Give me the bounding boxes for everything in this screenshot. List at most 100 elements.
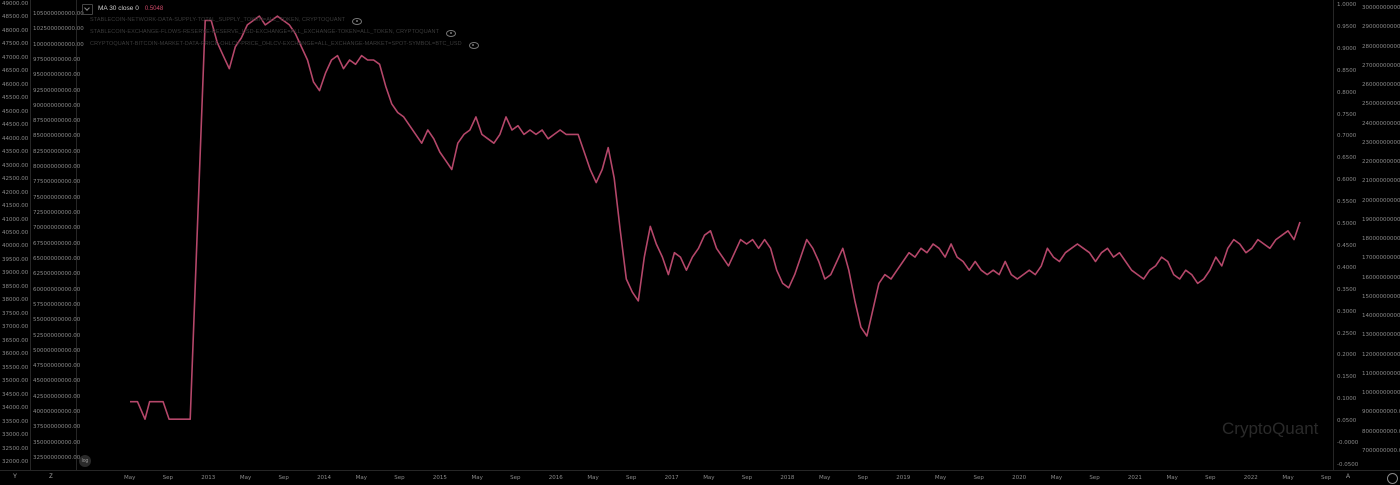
y_right2_ticks-tick-label: 21000000000.00 bbox=[1362, 178, 1400, 185]
y-axis-button[interactable]: Y bbox=[12, 474, 17, 480]
y_right1_ticks-tick-label: 0.2000 bbox=[1337, 352, 1357, 359]
legend-series-label: STABLECOIN-NETWORK-DATA-SUPPLY-TOTAL_SUP… bbox=[90, 17, 346, 24]
y_right1_ticks-tick-label: 0.1000 bbox=[1337, 396, 1357, 403]
x-tick-label: Sep bbox=[510, 475, 521, 481]
y_left2_ticks-tick-label: 55000000000.00 bbox=[33, 317, 81, 324]
series-line bbox=[130, 15, 1301, 420]
x-tick-label: Sep bbox=[1205, 475, 1216, 481]
y_left2_ticks-tick-label: 52500000000.00 bbox=[33, 332, 81, 339]
y_right1_ticks-tick-label: 0.5000 bbox=[1337, 221, 1357, 228]
watermark: CryptoQuant bbox=[1222, 419, 1319, 438]
y_left2_ticks-tick-label: 95000000000.00 bbox=[33, 72, 81, 79]
y_right2_ticks-tick-label: 27000000000.00 bbox=[1362, 62, 1400, 69]
y_left1_ticks-tick-label: 41500.00 bbox=[2, 203, 29, 210]
auto-scale-button[interactable]: A bbox=[1345, 474, 1350, 480]
y_left1_ticks-tick-label: 34000.00 bbox=[2, 405, 29, 412]
y_right1_ticks-tick-label: 0.8500 bbox=[1337, 67, 1357, 74]
y_left1_ticks-tick-label: 46000.00 bbox=[2, 81, 29, 88]
y_left1_ticks-tick-label: 35500.00 bbox=[2, 364, 29, 371]
y_right1_ticks-tick-label: 0.0500 bbox=[1337, 418, 1357, 425]
y_right1_ticks-tick-label: 0.9500 bbox=[1337, 23, 1357, 30]
y_left1_ticks-tick-label: 33500.00 bbox=[2, 418, 29, 425]
legend-row-main: MA 30 close 0 0.5048 bbox=[82, 3, 479, 15]
x-tick-label: May bbox=[703, 475, 715, 481]
y_right2_ticks-tick-label: 23000000000.00 bbox=[1362, 139, 1400, 146]
legend-row-supply: STABLECOIN-NETWORK-DATA-SUPPLY-TOTAL_SUP… bbox=[90, 15, 479, 27]
x-tick-label: Sep bbox=[162, 475, 173, 481]
y_left2_ticks-tick-label: 80000000000.00 bbox=[33, 164, 81, 171]
y_left2_ticks-tick-label: 105000000000.00 bbox=[33, 11, 84, 17]
eye-icon[interactable] bbox=[446, 29, 457, 37]
y_left1_ticks-tick-label: 44000.00 bbox=[2, 135, 29, 142]
scale-toggle-button[interactable]: log bbox=[79, 455, 91, 467]
y_left1_ticks-tick-label: 48000.00 bbox=[2, 27, 29, 34]
y_left1_ticks-tick-label: 33000.00 bbox=[2, 432, 29, 439]
settings-icon[interactable] bbox=[1387, 473, 1398, 484]
y_left1_ticks-tick-label: 41000.00 bbox=[2, 216, 29, 223]
y_left2_ticks-tick-label: 40000000000.00 bbox=[33, 409, 81, 416]
line-chart bbox=[130, 15, 1301, 420]
y_left2_ticks-tick-label: 82500000000.00 bbox=[33, 148, 81, 155]
y_left1_ticks-tick-label: 40500.00 bbox=[2, 230, 29, 236]
y_left2_ticks-tick-label: 60000000000.00 bbox=[33, 286, 81, 293]
y_right2_ticks-tick-label: 18000000000.00 bbox=[1362, 236, 1400, 243]
y_right1_ticks-tick-label: 0.8000 bbox=[1337, 89, 1357, 96]
x-tick-label: May bbox=[934, 475, 947, 481]
eye-icon[interactable] bbox=[352, 17, 363, 25]
y_left2_ticks-tick-label: 67500000000.00 bbox=[33, 240, 81, 247]
legend-row-price: CRYPTOQUANT-BITCOIN-MARKET-DATA-PRICE-OH… bbox=[90, 39, 479, 51]
y_left2_ticks-tick-label: 75000000000.00 bbox=[33, 194, 81, 201]
x-tick-label: Sep bbox=[625, 475, 637, 481]
time-axis[interactable]: Y Z A May Sep 2013 May Sep 2014 May Sep 2015 May S… bbox=[0, 470, 1400, 485]
x-tick-label: Sep bbox=[741, 475, 753, 481]
x-tick-label: May bbox=[124, 475, 136, 481]
y_left1_ticks-tick-label: 49000.00 bbox=[2, 1, 29, 7]
y_right2_ticks-tick-label: 29000000000.00 bbox=[1362, 24, 1400, 31]
y_right1_ticks-tick-label: -0.0000 bbox=[1337, 440, 1359, 447]
y_right1_ticks-tick-label: 0.3000 bbox=[1337, 308, 1357, 315]
y_right1_ticks-tick-label: 0.6000 bbox=[1337, 177, 1357, 184]
y_left2_ticks-tick-label: 77500000000.00 bbox=[33, 179, 81, 186]
right-ratio-axis[interactable]: 1.0000 0.9500 0.9000 0.8500 0.8000 0.7500 0.70… bbox=[1333, 0, 1360, 470]
eye-icon[interactable] bbox=[468, 41, 479, 49]
y_right2_ticks-tick-label: 8000000000.00 bbox=[1362, 428, 1400, 435]
y_right2_ticks-tick-label: 25000000000.00 bbox=[1362, 101, 1400, 108]
y_left1_ticks-tick-label: 44500.00 bbox=[2, 122, 29, 129]
x-tick-label: 2022 bbox=[1243, 475, 1258, 481]
x-tick-label: Sep bbox=[394, 475, 405, 481]
y_right1_ticks-tick-label: 0.3500 bbox=[1337, 286, 1357, 293]
y_right2_ticks-tick-label: 14000000000.00 bbox=[1362, 313, 1400, 320]
y_left2_ticks-tick-label: 87500000000.00 bbox=[33, 118, 81, 125]
y_left1_ticks-tick-label: 34500.00 bbox=[2, 391, 29, 398]
y_right2_ticks-tick-label: 26000000000.00 bbox=[1362, 82, 1400, 89]
y_left1_ticks-tick-label: 43500.00 bbox=[2, 149, 29, 156]
z-axis-button[interactable]: Z bbox=[49, 474, 53, 480]
x-tick-label: 2013 bbox=[201, 475, 216, 481]
y_left1_ticks-tick-label: 47500.00 bbox=[2, 41, 29, 48]
y_right2_ticks-tick-label: 16000000000.00 bbox=[1362, 274, 1400, 281]
y_left1_ticks-tick-label: 42000.00 bbox=[2, 189, 29, 196]
x-tick-label: May bbox=[1282, 475, 1294, 481]
x-tick-label: May bbox=[819, 475, 831, 481]
right-supply-axis[interactable]: 30000000000.00 29000000000.00 28000000000.… bbox=[1359, 0, 1400, 470]
x-tick-label: May bbox=[355, 475, 368, 481]
left-reserve-axis[interactable]: 105000000000.00 102500000000.00 1000000000… bbox=[31, 0, 84, 470]
y_right1_ticks-tick-label: 1.0000 bbox=[1337, 2, 1357, 8]
y_left2_ticks-tick-label: 72500000000.00 bbox=[33, 210, 81, 217]
y_left2_ticks-tick-label: 90000000000.00 bbox=[33, 102, 81, 109]
left-price-axis[interactable]: 49000.00 48500.00 48000.00 47500.00 47000.00… bbox=[0, 0, 31, 470]
y_right1_ticks-tick-label: 0.4000 bbox=[1337, 264, 1357, 271]
y_right2_ticks-tick-label: 15000000000.00 bbox=[1362, 293, 1400, 300]
y_left2_ticks-tick-label: 50000000000.00 bbox=[33, 347, 81, 354]
y_right1_ticks-tick-label: 0.7500 bbox=[1337, 111, 1357, 118]
y_right2_ticks-tick-label: 22000000000.00 bbox=[1362, 159, 1400, 166]
collapse-icon[interactable] bbox=[82, 3, 93, 15]
x-tick-label: Sep bbox=[278, 475, 289, 481]
x-tick-label: Sep bbox=[1089, 475, 1100, 481]
y_right2_ticks-tick-label: 10000000000.00 bbox=[1362, 390, 1400, 397]
y_left2_ticks-tick-label: 102500000000.00 bbox=[33, 26, 84, 33]
chart-plot-area[interactable] bbox=[77, 0, 1333, 470]
y_right2_ticks-tick-label: 20000000000.00 bbox=[1362, 197, 1400, 204]
y_left2_ticks-tick-label: 100000000000.00 bbox=[33, 41, 84, 48]
y_right2_ticks-tick-label: 17000000000.00 bbox=[1362, 255, 1400, 262]
